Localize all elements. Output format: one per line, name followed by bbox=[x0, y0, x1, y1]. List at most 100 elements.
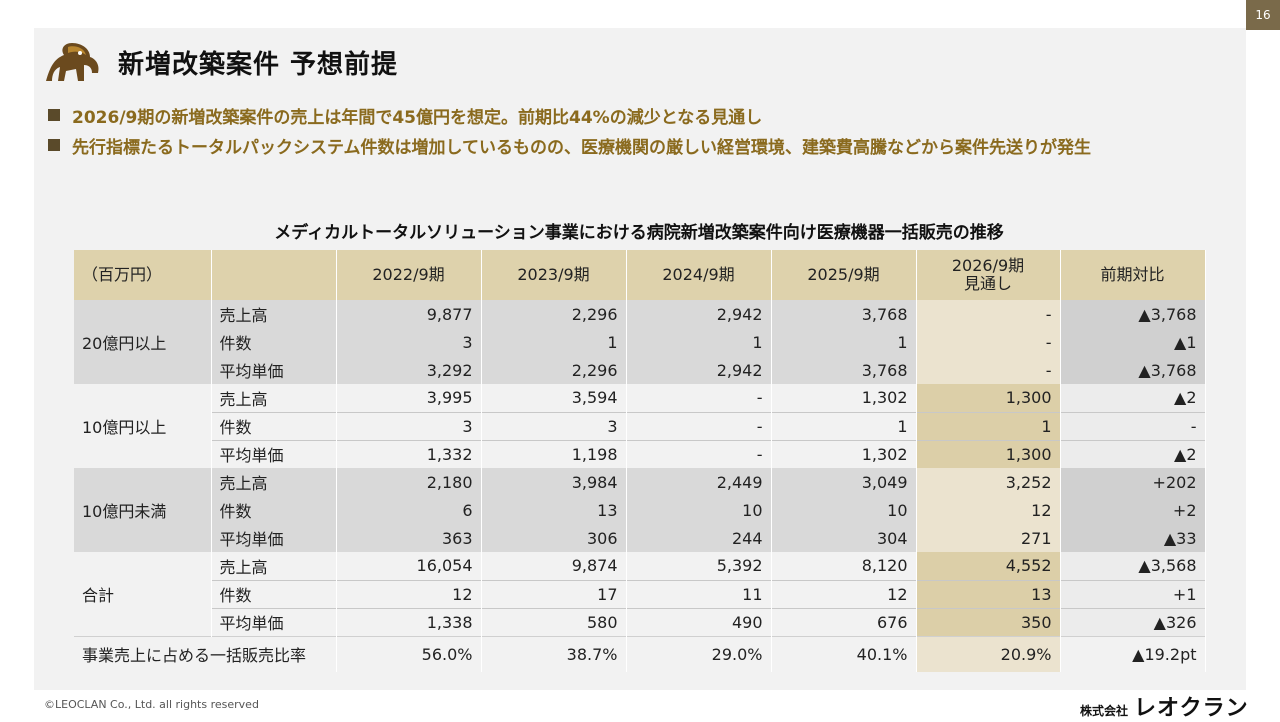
forecast-year: 2026/9期 bbox=[951, 256, 1025, 275]
group-label: 10億円未満 bbox=[74, 468, 212, 552]
comparison-cell: +202 bbox=[1060, 468, 1206, 496]
table-cell: 363 bbox=[336, 524, 482, 552]
table-cell: 3,594 bbox=[481, 384, 627, 412]
table-cell: 2,942 bbox=[626, 356, 772, 384]
table-cell: 1 bbox=[626, 328, 772, 356]
label-header bbox=[211, 250, 337, 300]
year-header: 2025/9期 bbox=[771, 250, 917, 300]
table-cell: 12 bbox=[771, 579, 917, 608]
table-cell: 16,054 bbox=[336, 552, 482, 580]
group-label: 20億円以上 bbox=[74, 300, 212, 384]
forecast-cell: 20.9% bbox=[916, 635, 1061, 672]
table-cell: 1,302 bbox=[771, 384, 917, 412]
table-row: 合計 売上高 16,054 9,874 5,392 8,120 4,552 ▲3… bbox=[74, 552, 1206, 636]
row-label: 件数 bbox=[211, 328, 337, 356]
forecast-cell: - bbox=[916, 300, 1061, 328]
table-cell: 3,049 bbox=[771, 468, 917, 496]
comparison-cell: ▲326 bbox=[1060, 607, 1206, 636]
comparison-cell: +1 bbox=[1060, 579, 1206, 608]
forecast-cell: 1 bbox=[916, 411, 1061, 440]
comparison-cell: ▲19.2pt bbox=[1060, 635, 1206, 672]
table-row: 件数 6 13 10 10 12 +2 bbox=[74, 496, 1206, 524]
table-cell: 2,449 bbox=[626, 468, 772, 496]
forecast-cell: - bbox=[916, 328, 1061, 356]
table-row: 平均単価 363 306 244 304 271 ▲33 bbox=[74, 524, 1206, 552]
forecast-note: 見通し bbox=[963, 274, 1012, 293]
table-cell: 10 bbox=[626, 496, 772, 524]
table-row: 件数 3 1 1 1 - ▲1 bbox=[74, 328, 1206, 356]
sales-table: （百万円） 2022/9期 2023/9期 2024/9期 2025/9期 20… bbox=[74, 250, 1206, 672]
table-cell: 8,120 bbox=[771, 552, 917, 580]
table-cell: 11 bbox=[626, 579, 772, 608]
forecast-cell: 271 bbox=[916, 524, 1061, 552]
forecast-cell: 12 bbox=[916, 496, 1061, 524]
table-cell: 580 bbox=[481, 607, 627, 636]
forecast-cell: 4,552 bbox=[916, 552, 1061, 580]
comparison-header: 前期対比 bbox=[1060, 250, 1206, 300]
table-cell: 1,332 bbox=[336, 439, 482, 468]
comparison-cell: ▲3,768 bbox=[1060, 356, 1206, 384]
table-cell: 9,877 bbox=[336, 300, 482, 328]
table-cell: 1 bbox=[771, 411, 917, 440]
comparison-cell: ▲2 bbox=[1060, 439, 1206, 468]
table-row: 10億円未満 売上高 2,180 3,984 2,449 3,049 3,252… bbox=[74, 468, 1206, 552]
table-cell: 13 bbox=[481, 496, 627, 524]
table-cell: 3 bbox=[336, 411, 482, 440]
table-cell: 3,768 bbox=[771, 300, 917, 328]
year-header: 2022/9期 bbox=[336, 250, 482, 300]
bullet-square-icon bbox=[48, 139, 60, 151]
forecast-header: 2026/9期 見通し bbox=[916, 250, 1061, 300]
table-cell: 3,292 bbox=[336, 356, 482, 384]
table-cell: 3,984 bbox=[481, 468, 627, 496]
bullet-item: 先行指標たるトータルパックシステム件数は増加しているものの、医療機関の厳しい経営… bbox=[48, 130, 1238, 160]
comparison-cell: +2 bbox=[1060, 496, 1206, 524]
table-row: 件数 3 3 - 1 1 - bbox=[74, 411, 1206, 440]
table-cell: 10 bbox=[771, 496, 917, 524]
table-row: 平均単価 3,292 2,296 2,942 3,768 - ▲3,768 bbox=[74, 356, 1206, 384]
table-caption: メディカルトータルソリューション事業における病院新増改築案件向け医療機器一括販売… bbox=[274, 223, 1004, 243]
table-cell: 3 bbox=[481, 411, 627, 440]
year-header: 2023/9期 bbox=[481, 250, 627, 300]
row-label: 売上高 bbox=[211, 552, 337, 580]
table-cell: - bbox=[626, 439, 772, 468]
forecast-cell: 350 bbox=[916, 607, 1061, 636]
table-cell: 2,296 bbox=[481, 356, 627, 384]
row-label: 平均単価 bbox=[211, 356, 337, 384]
row-label: 件数 bbox=[211, 579, 337, 608]
year-header: 2024/9期 bbox=[626, 250, 772, 300]
table-cell: 5,392 bbox=[626, 552, 772, 580]
group-label: 合計 bbox=[74, 552, 212, 636]
table-row: 平均単価 1,332 1,198 - 1,302 1,300 ▲2 bbox=[74, 439, 1206, 468]
table-cell: 676 bbox=[771, 607, 917, 636]
forecast-cell: - bbox=[916, 356, 1061, 384]
comparison-cell: ▲2 bbox=[1060, 384, 1206, 412]
page-title: 新増改築案件 予想前提 bbox=[118, 49, 399, 80]
table-cell: 1 bbox=[771, 328, 917, 356]
row-label: 売上高 bbox=[211, 468, 337, 496]
row-label: 件数 bbox=[211, 411, 337, 440]
ratio-row: 事業売上に占める一括販売比率 56.0% 38.7% 29.0% 40.1% 2… bbox=[74, 635, 1206, 672]
bullet-text: 2026/9期の新増改築案件の売上は年間で45億円を想定。前期比44%の減少とな… bbox=[72, 107, 763, 128]
comparison-cell: ▲1 bbox=[1060, 328, 1206, 356]
table-cell: 12 bbox=[336, 579, 482, 608]
copyright: ©LEOCLAN Co., Ltd. all rights reserved bbox=[44, 698, 259, 711]
table-cell: 38.7% bbox=[481, 635, 627, 672]
table-row: 20億円以上 売上高 9,877 2,296 2,942 3,768 - ▲3,… bbox=[74, 300, 1206, 384]
table-row: 件数 12 17 11 12 13 +1 bbox=[74, 579, 1206, 608]
table-cell: 40.1% bbox=[771, 635, 917, 672]
forecast-cell: 1,300 bbox=[916, 439, 1061, 468]
bullet-square-icon bbox=[48, 109, 60, 121]
table-cell: 9,874 bbox=[481, 552, 627, 580]
comparison-cell: - bbox=[1060, 411, 1206, 440]
forecast-cell: 3,252 bbox=[916, 468, 1061, 496]
table-cell: 1 bbox=[481, 328, 627, 356]
row-label: 売上高 bbox=[211, 300, 337, 328]
forecast-cell: 1,300 bbox=[916, 384, 1061, 412]
table-cell: - bbox=[626, 411, 772, 440]
slide-header: 新増改築案件 予想前提 bbox=[40, 36, 398, 88]
table-cell: 306 bbox=[481, 524, 627, 552]
table-row: 平均単価 1,338 580 490 676 350 ▲326 bbox=[74, 607, 1206, 636]
table-cell: 56.0% bbox=[336, 635, 482, 672]
ratio-label: 事業売上に占める一括販売比率 bbox=[74, 635, 337, 672]
comparison-cell: ▲3,568 bbox=[1060, 552, 1206, 580]
